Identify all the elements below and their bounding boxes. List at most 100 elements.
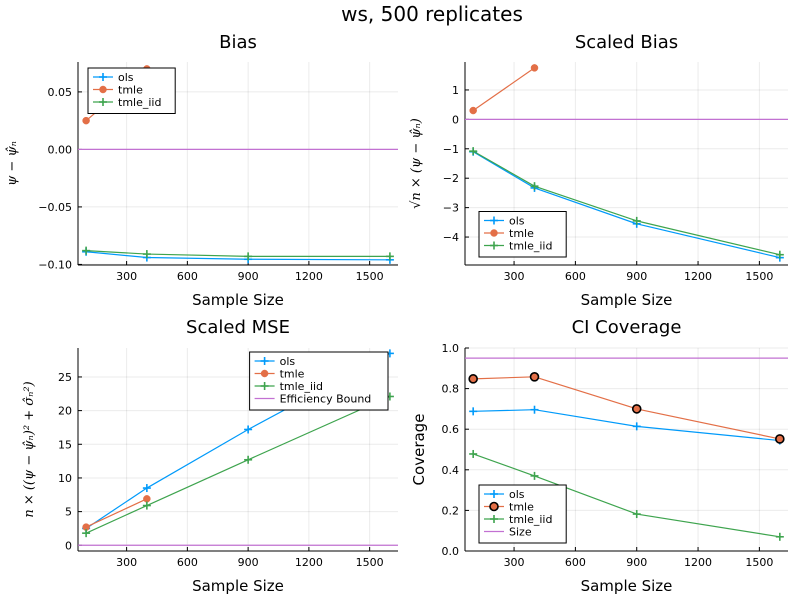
- y-tick-label: −0.05: [38, 201, 72, 214]
- x-tick-label: 1500: [745, 270, 773, 283]
- y-axis-label: Coverage: [410, 414, 428, 486]
- y-tick-label: 0.00: [48, 143, 73, 156]
- legend-label: ols: [509, 488, 525, 501]
- legend-item: ols: [254, 355, 295, 368]
- series-line-ols: [472, 151, 780, 259]
- x-tick-label: 1200: [295, 556, 323, 569]
- x-axis-label: Sample Size: [192, 291, 284, 309]
- legend-label: ols: [509, 215, 525, 228]
- legend-item: Efficiency Bound: [254, 393, 372, 406]
- data-point-tmle_iid: [244, 455, 253, 464]
- data-point-tmle_iid: [469, 449, 478, 458]
- x-tick-label: 900: [626, 556, 647, 569]
- data-point-tmle_iid: [142, 501, 151, 510]
- data-point-tmle: [529, 372, 540, 382]
- x-tick-label: 600: [177, 556, 198, 569]
- legend-item: tmle_iid: [484, 513, 552, 526]
- legend-marker: [490, 241, 498, 250]
- y-tick-label: 0.8: [442, 383, 460, 396]
- legend-item: tmle: [484, 227, 534, 240]
- data-point-tmle_iid: [530, 471, 539, 480]
- legend-marker: [99, 73, 107, 81]
- legend-marker: [490, 490, 498, 498]
- series-line-tmle_iid: [85, 395, 391, 534]
- data-point-ols: [142, 484, 151, 493]
- data-point-tmle_iid: [385, 252, 394, 261]
- y-tick-label: 0: [65, 539, 72, 552]
- y-tick-label: 0.2: [442, 504, 460, 517]
- legend-label: Size: [509, 526, 532, 539]
- grid: [78, 348, 398, 551]
- data-point-tmle_iid: [244, 252, 253, 261]
- legend-item: tmle: [254, 368, 305, 381]
- legend-marker: [490, 515, 498, 523]
- y-tick-label: −4: [443, 231, 459, 244]
- panels: 300 600 900 1200 1500−0.10−0.050.000.05BiasS…: [5, 32, 788, 595]
- legend-item: tmle: [93, 84, 143, 97]
- legend-item: ols: [484, 215, 525, 228]
- data-point-tmle: [631, 404, 642, 414]
- x-tick-label: 1500: [356, 270, 384, 283]
- legend-marker: [260, 357, 269, 365]
- series-line-ols: [86, 251, 390, 261]
- data-point-tmle: [143, 495, 151, 503]
- legend-item: tmle_iid: [254, 380, 323, 393]
- y-tick-label: 10: [58, 472, 72, 485]
- legend-marker: [489, 501, 499, 512]
- x-tick-label: 900: [626, 270, 647, 283]
- x-tick-label: 900: [238, 270, 259, 283]
- y-tick-label: −3: [443, 202, 459, 215]
- data-point-tmle_iid: [82, 246, 91, 255]
- x-axis-label: Sample Size: [192, 577, 284, 595]
- legend-label: Efficiency Bound: [280, 393, 372, 406]
- legend-item: ols: [484, 488, 525, 501]
- series-line-tmle_iid: [86, 250, 390, 257]
- data-point-tmle_iid: [82, 529, 91, 538]
- y-tick-label: 0.6: [442, 423, 460, 436]
- x-tick-label: 300: [116, 556, 137, 569]
- x-tick-label: 600: [565, 270, 586, 283]
- x-tick-label: 1200: [295, 270, 323, 283]
- series-line-ols: [473, 409, 780, 442]
- series-line-tmle: [473, 376, 780, 440]
- y-tick-label: 0.05: [48, 86, 73, 99]
- x-tick-label: 1200: [684, 270, 712, 283]
- legend-marker: [99, 98, 107, 106]
- x-tick-label: 300: [504, 556, 525, 569]
- data-point-ols: [632, 422, 641, 431]
- panel-ci-coverage: 300 600 900 1200 1500 0.0 0.2 0.4 0.6 0.8 1.0 CI Co…: [410, 317, 788, 595]
- series-line-tmle: [85, 498, 148, 528]
- legend-label: tmle: [118, 84, 143, 97]
- x-tick-label: 1500: [356, 556, 384, 569]
- data-point-tmle: [530, 64, 539, 72]
- legend-marker: [490, 229, 498, 237]
- x-tick-label: 1500: [745, 556, 773, 569]
- legend-label: tmle_iid: [509, 240, 552, 253]
- y-tick-label: −1: [443, 143, 459, 156]
- legend-marker: [260, 369, 269, 378]
- panel-scaled-mse: 300 600 900 1200 1500 0 5 10 15 20 25 Scaled MSE Sam…: [22, 317, 398, 595]
- x-tick-label: 600: [177, 270, 198, 283]
- data-point-tmle_iid: [775, 532, 784, 541]
- legend-label: tmle_iid: [118, 96, 161, 109]
- y-tick-label: 25: [58, 371, 72, 384]
- y-tick-label: 20: [58, 405, 72, 418]
- data-point-tmle_iid: [775, 250, 784, 259]
- data-point-tmle_iid: [530, 182, 539, 191]
- panel-title: CI Coverage: [572, 317, 682, 338]
- legend-item: Size: [484, 526, 532, 539]
- data-point-tmle: [469, 106, 477, 115]
- y-tick-label: 1.0: [442, 342, 460, 355]
- data-point-ols: [530, 405, 539, 414]
- panel-scaled-bias: 300 600 900 1200 1500 −4 −3 −2 −1 0 1 Scaled Bias Sa…: [409, 32, 788, 309]
- y-axis-label: n × ((ψ − ψ̂ₙ)² + σ̂ₙ²): [22, 381, 37, 517]
- data-point-ols: [244, 425, 253, 434]
- legend-marker: [99, 85, 107, 94]
- legend-item: ols: [93, 71, 134, 84]
- y-tick-label: 5: [65, 506, 72, 519]
- y-axis-label: ψ − ψ̂ₙ: [5, 141, 20, 186]
